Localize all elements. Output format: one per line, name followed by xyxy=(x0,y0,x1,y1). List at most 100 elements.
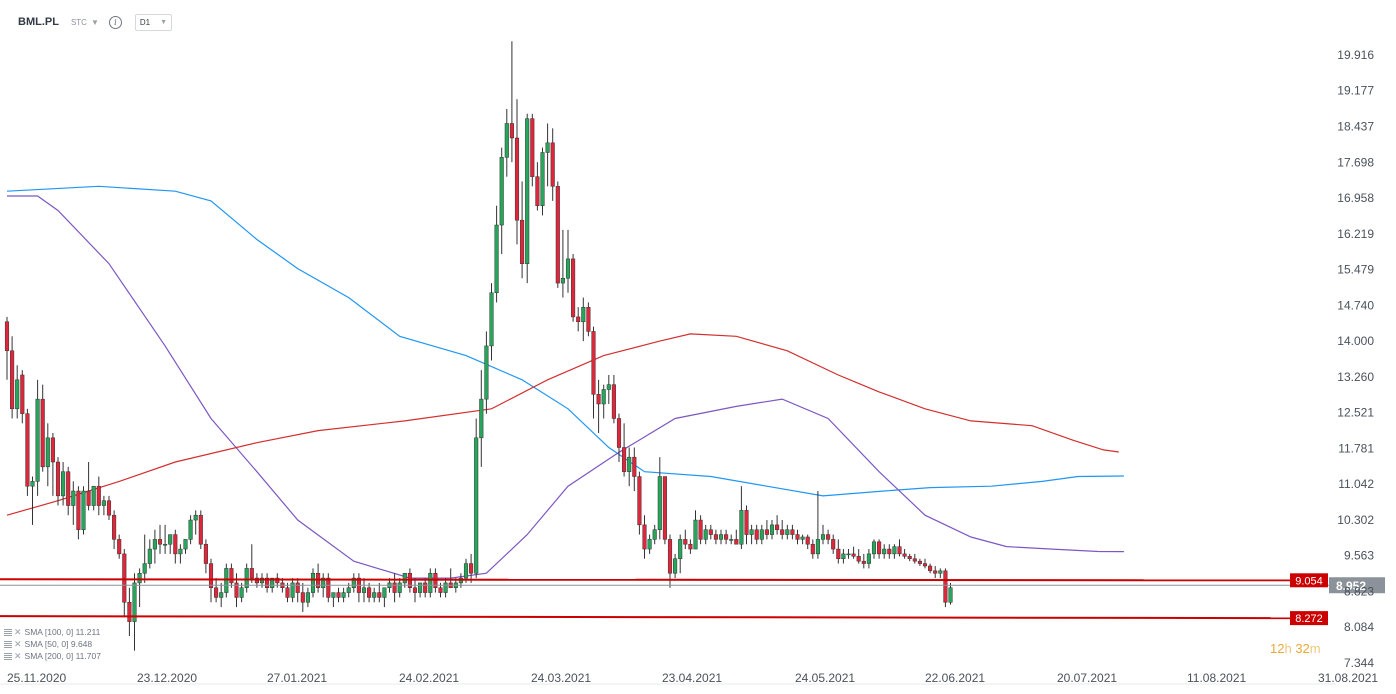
close-icon[interactable]: ✕ xyxy=(14,626,22,637)
candle-up xyxy=(61,462,66,506)
candle-down xyxy=(234,573,239,608)
candle-up xyxy=(846,549,851,559)
chevron-down-icon[interactable]: ▼ xyxy=(90,17,99,27)
candle-body xyxy=(560,277,565,284)
candle-up xyxy=(525,113,530,284)
candle-body xyxy=(810,543,815,555)
candle-up xyxy=(239,582,244,603)
timeframe-select[interactable]: D1 ▼ xyxy=(134,13,173,31)
candle-body xyxy=(678,539,683,559)
candle-up xyxy=(71,481,76,525)
candle-down xyxy=(25,408,30,496)
candle-up xyxy=(652,524,657,545)
candle-body xyxy=(66,471,71,506)
candle-down xyxy=(943,568,948,608)
date-tick-label: 25.11.2020 xyxy=(7,671,66,685)
candle-body xyxy=(173,534,178,555)
candle-down xyxy=(112,510,117,550)
candle-body xyxy=(652,529,657,540)
candle-body xyxy=(15,379,20,410)
settings-icon[interactable] xyxy=(4,640,12,648)
candle-down xyxy=(591,326,596,419)
candle-down xyxy=(611,374,616,424)
candle-up xyxy=(479,370,484,467)
candle-countdown: 12h 32m xyxy=(1270,641,1321,656)
candle-body xyxy=(826,534,831,540)
candle-body xyxy=(800,536,805,540)
candle-body xyxy=(749,529,754,535)
candle-down xyxy=(122,549,127,617)
price-tick-label: 18.437 xyxy=(1337,120,1374,134)
candle-body xyxy=(127,602,132,622)
candle-up xyxy=(948,582,953,605)
candle-up xyxy=(152,529,157,564)
candle-body xyxy=(300,592,305,603)
candle-body xyxy=(305,592,310,603)
candle-up xyxy=(224,563,229,598)
candle-body xyxy=(912,558,917,562)
candle-down xyxy=(208,558,214,603)
candle-body xyxy=(361,587,367,593)
candle-body xyxy=(193,514,198,521)
candle-body xyxy=(795,534,800,540)
price-tick-label: 15.479 xyxy=(1337,263,1374,277)
candle-body xyxy=(530,118,535,177)
legend-item-sma100[interactable]: ✕ SMA [100, 0] 11.211 xyxy=(4,626,101,638)
candle-body xyxy=(499,157,504,226)
close-icon[interactable]: ✕ xyxy=(14,638,22,649)
candle-body xyxy=(805,536,810,545)
legend-item-sma50[interactable]: ✕ SMA [50, 0] 9.648 xyxy=(4,638,101,650)
candle-body xyxy=(928,565,933,572)
instrument-type[interactable]: STC xyxy=(70,17,87,27)
candle-up xyxy=(91,485,96,511)
date-tick-label: 27.01.2021 xyxy=(267,671,327,685)
candle-body xyxy=(224,568,229,593)
level-label-bg xyxy=(1290,611,1328,626)
candle-down xyxy=(316,563,321,593)
close-icon[interactable]: ✕ xyxy=(14,650,22,661)
legend-item-sma200[interactable]: ✕ SMA [200, 0] 11.707 xyxy=(4,650,101,662)
candle-down xyxy=(285,582,290,603)
settings-icon[interactable] xyxy=(4,652,12,660)
candle-body xyxy=(841,553,846,559)
candle-up xyxy=(428,568,433,598)
candle-body xyxy=(367,587,372,598)
candle-up xyxy=(484,331,489,414)
candle-body xyxy=(219,592,224,598)
candle-body xyxy=(4,321,10,352)
candle-up xyxy=(800,534,805,545)
candle-body xyxy=(897,546,902,555)
settings-icon[interactable] xyxy=(4,628,12,636)
candle-body xyxy=(943,570,948,603)
candle-down xyxy=(265,573,270,593)
candle-body xyxy=(846,553,851,556)
candle-body xyxy=(285,587,290,598)
candle-body xyxy=(270,577,275,588)
candle-up xyxy=(769,520,775,540)
candle-body xyxy=(933,570,938,574)
candle-down xyxy=(877,539,882,559)
candle-body xyxy=(657,476,662,530)
candle-body xyxy=(423,582,428,593)
candle-down xyxy=(76,486,81,540)
candle-up xyxy=(244,563,249,593)
info-icon[interactable]: i xyxy=(108,15,122,29)
countdown-minutes: 32 xyxy=(1295,641,1310,656)
date-tick-label: 24.03.2021 xyxy=(531,671,591,685)
candle-body xyxy=(820,534,826,540)
candle-down xyxy=(902,549,907,559)
candle-down xyxy=(887,544,892,559)
candle-up xyxy=(606,374,611,404)
candle-body xyxy=(372,592,377,598)
candle-body xyxy=(713,534,718,540)
candle-body xyxy=(157,539,163,545)
sma100-line xyxy=(6,185,1124,497)
price-tick-label: 10.302 xyxy=(1337,513,1374,527)
symbol-name[interactable]: BML.PL xyxy=(18,16,59,28)
candle-body xyxy=(178,548,183,555)
level-label: 9.054 xyxy=(1295,575,1323,587)
candle-down xyxy=(861,553,866,569)
countdown-minutes-unit: m xyxy=(1309,641,1321,656)
candle-body xyxy=(152,539,157,550)
